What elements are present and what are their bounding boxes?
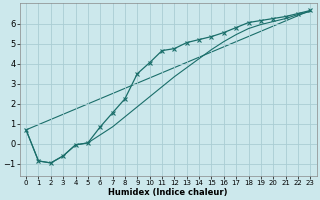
X-axis label: Humidex (Indice chaleur): Humidex (Indice chaleur) xyxy=(108,188,228,197)
